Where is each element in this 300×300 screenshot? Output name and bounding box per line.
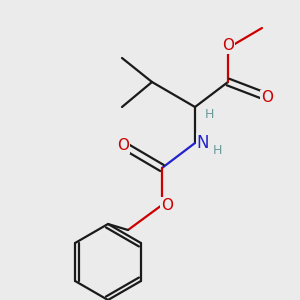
Text: N: N	[197, 134, 209, 152]
Text: O: O	[117, 139, 129, 154]
Text: H: H	[204, 109, 214, 122]
Text: O: O	[222, 38, 234, 53]
Text: O: O	[161, 197, 173, 212]
Text: H: H	[212, 145, 222, 158]
Text: O: O	[261, 91, 273, 106]
